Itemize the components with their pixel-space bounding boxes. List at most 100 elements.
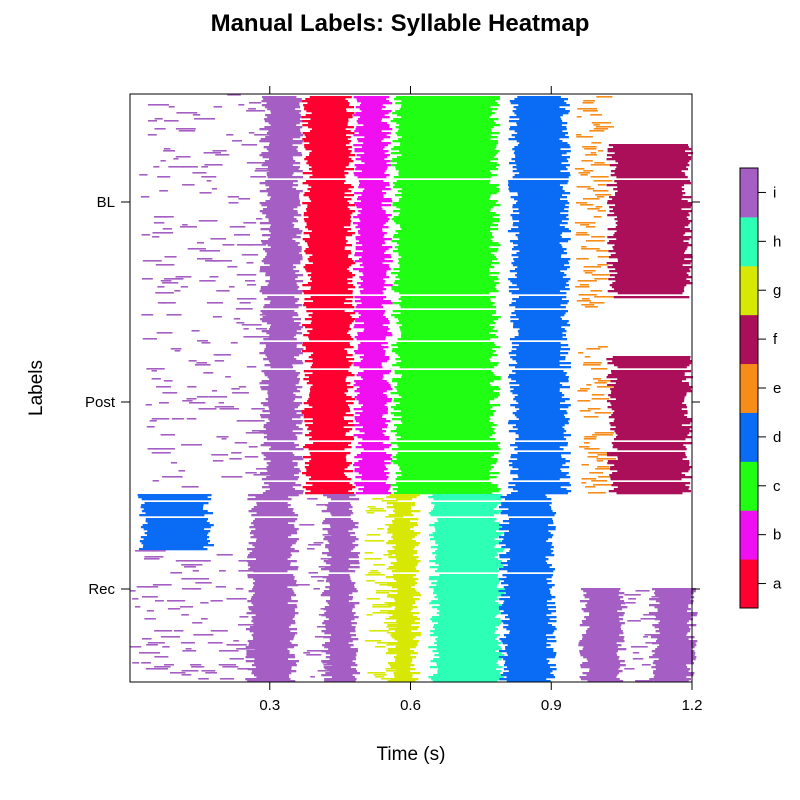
cell-c [393, 234, 492, 237]
cell-i [269, 170, 303, 173]
cell-h [434, 596, 497, 599]
cell-c [396, 96, 500, 99]
cell-a [305, 156, 349, 159]
cell-d [505, 616, 557, 619]
cell-i [178, 130, 196, 132]
cell-i [657, 638, 689, 641]
cell-b [356, 374, 384, 377]
cell-i [252, 544, 293, 547]
cell-d [506, 552, 552, 555]
cell-d [509, 550, 554, 553]
cell-a [306, 310, 345, 313]
cell-b [356, 398, 392, 401]
cell-b [358, 402, 387, 405]
cell-c [400, 144, 497, 147]
cell-d [515, 360, 560, 363]
cell-i [248, 562, 291, 565]
cell-c [401, 474, 490, 477]
cell-i [139, 174, 148, 176]
cell-d [500, 502, 552, 505]
cell-d [517, 362, 571, 365]
cell-i [241, 324, 262, 326]
cell-b [360, 376, 384, 379]
cell-f [617, 258, 685, 261]
cell-b [357, 118, 382, 121]
cell-d [514, 130, 563, 133]
cell-i [231, 644, 243, 646]
cell-i [238, 386, 247, 388]
cell-i [269, 378, 300, 381]
cell-f [617, 272, 687, 275]
cell-b [358, 286, 384, 289]
cell-c [401, 470, 490, 473]
cell-i [325, 580, 352, 583]
cell-g [373, 674, 387, 676]
cell-i [251, 162, 273, 164]
cell-i [325, 628, 356, 631]
cell-h [437, 568, 498, 571]
cell-i [261, 240, 296, 243]
cell-i [653, 670, 689, 673]
cell-a [309, 432, 346, 435]
cell-i [581, 608, 623, 611]
cell-e [591, 398, 610, 400]
cell-a [311, 166, 346, 169]
cell-i [238, 198, 251, 200]
cell-c [399, 304, 493, 307]
cell-d [502, 642, 547, 645]
cell-d [507, 514, 555, 517]
cell-i [270, 300, 298, 303]
cell-i [182, 224, 188, 226]
cell-i [154, 118, 163, 120]
cell-f [610, 380, 682, 383]
cell-i [310, 676, 315, 678]
cell-d [145, 512, 213, 515]
cell-d [500, 496, 547, 499]
cell-e [578, 172, 591, 174]
cell-i [261, 452, 293, 455]
cell-i [255, 666, 292, 669]
cell-a [308, 376, 347, 379]
cell-g [394, 512, 412, 515]
cell-c [401, 256, 496, 259]
cell-g [364, 640, 382, 642]
cell-h [437, 670, 502, 673]
cell-e [576, 258, 589, 260]
cell-e [592, 484, 614, 486]
cell-b [353, 408, 389, 411]
cell-f [607, 150, 686, 153]
cell-i [157, 176, 171, 178]
cell-i [265, 136, 301, 139]
cell-i [206, 302, 224, 304]
cell-e [593, 128, 609, 130]
cell-f [617, 186, 682, 189]
cell-f [615, 436, 692, 439]
cell-d [511, 302, 568, 305]
cell-i [262, 292, 302, 295]
cell-e [584, 436, 597, 438]
cell-f [608, 250, 686, 253]
cell-d [507, 570, 554, 573]
cell-i [227, 94, 241, 96]
cell-i [166, 314, 182, 316]
cell-i [627, 620, 641, 622]
cell-d [518, 238, 571, 241]
cell-g [385, 670, 406, 672]
cell-i [195, 582, 212, 584]
cell-a [302, 290, 353, 293]
cell-i [586, 632, 624, 635]
cell-f [611, 370, 692, 373]
cell-i [264, 374, 299, 377]
cell-i [641, 664, 651, 666]
cell-a [311, 276, 353, 279]
cell-h [428, 646, 501, 649]
cell-i [154, 600, 164, 602]
cell-g [396, 644, 418, 647]
cell-d [509, 464, 563, 467]
cell-c [396, 388, 501, 391]
cell-i [582, 636, 625, 639]
cell-h [435, 540, 502, 543]
cell-d [516, 122, 568, 125]
cell-b [361, 160, 391, 163]
cell-i [260, 402, 303, 405]
